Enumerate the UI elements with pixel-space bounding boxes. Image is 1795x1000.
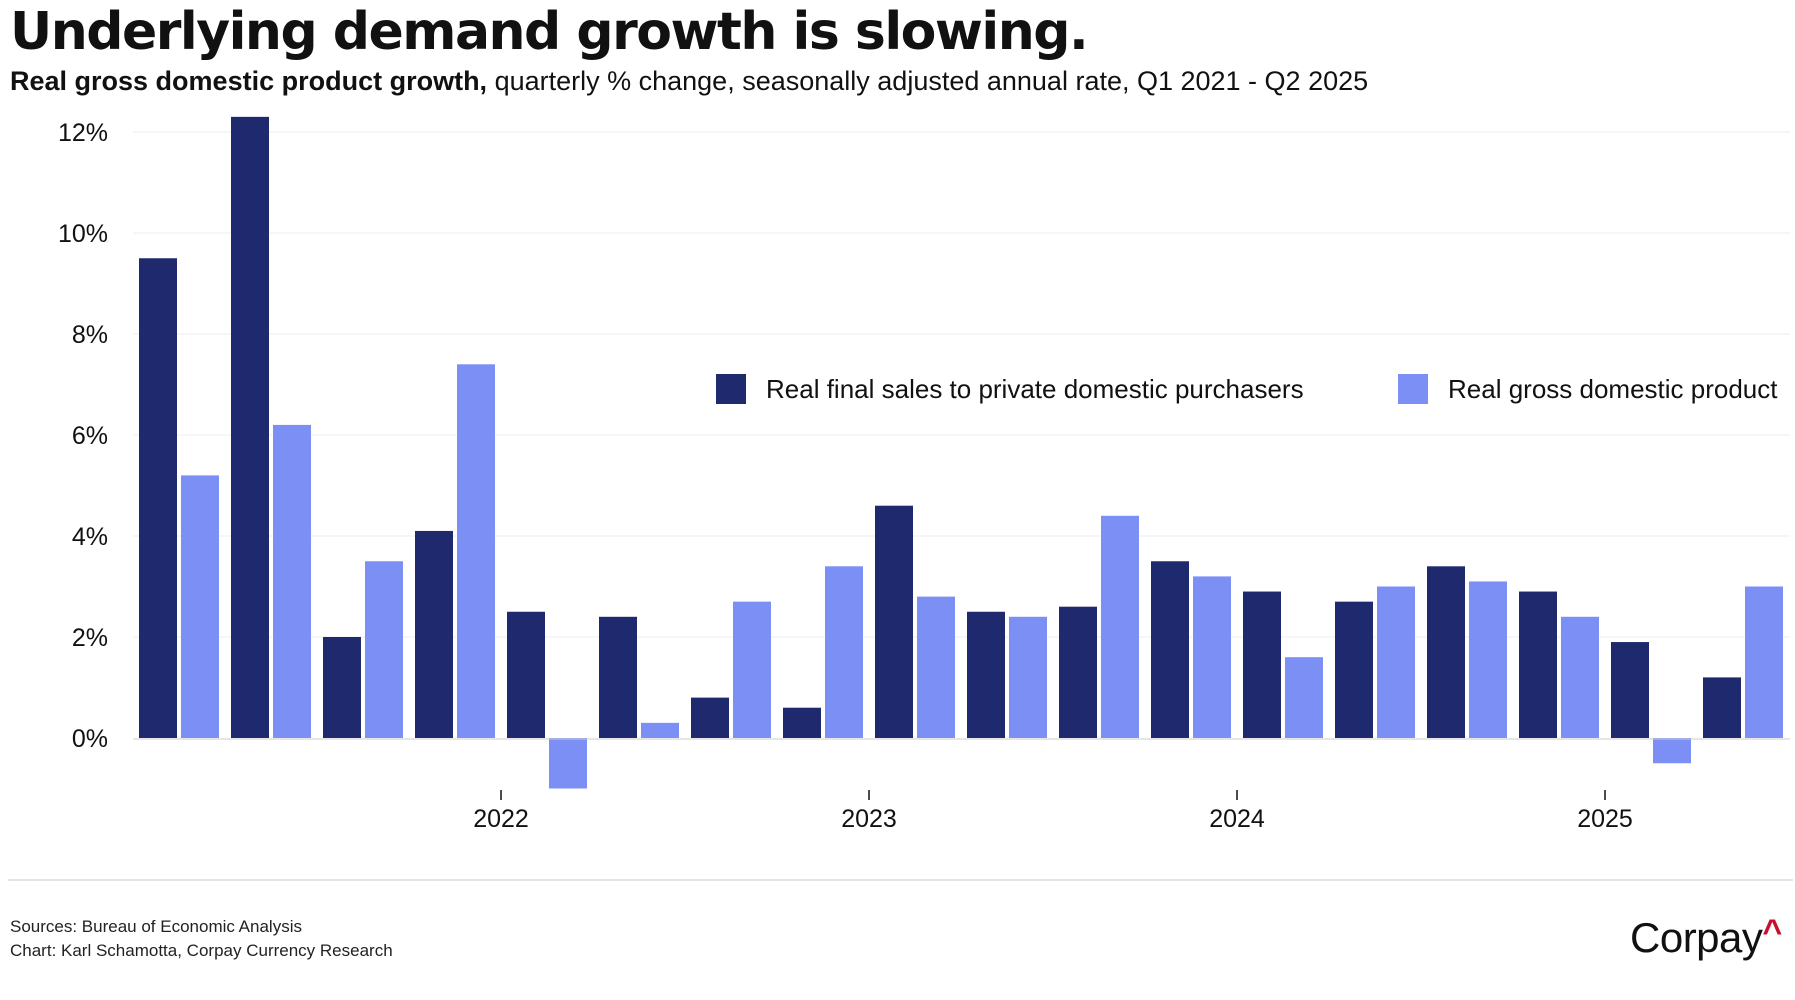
bar-final-sales [1519,591,1557,738]
sources-text: Sources: Bureau of Economic Analysis [10,917,302,936]
grid-lines [133,131,1790,638]
bar-final-sales [691,697,729,738]
bar-final-sales [1151,561,1189,738]
footer-sources: Sources: Bureau of Economic Analysis Cha… [10,915,393,963]
bar-final-sales [1703,677,1741,738]
bar-chart: 0% 2% 4% 6% 8% 10% 12% 2022 2023 2024 2025 Real f… [58,116,1790,833]
bar-gdp [273,424,311,738]
legend: Real final sales to private domestic pur… [716,374,1778,404]
x-tick-label: 2022 [473,805,529,833]
bars [139,116,1783,789]
bar-final-sales [415,530,453,738]
bar-final-sales [323,637,361,738]
y-tick-label: 8% [72,321,108,349]
footer-divider [8,879,1793,881]
bar-gdp [1285,657,1323,738]
bar-gdp [825,566,863,738]
y-axis-ticks: 0% 2% 4% 6% 8% 10% 12% [58,119,108,753]
bar-gdp [1745,586,1783,738]
bar-final-sales [599,616,637,738]
x-tick-label: 2025 [1577,805,1633,833]
legend-swatch [716,374,746,404]
corpay-logo: Corpay^ [1630,913,1782,962]
x-tick-label: 2024 [1209,805,1265,833]
chart-subtitle: Real gross domestic product growth, quar… [10,64,1368,98]
chart-title: Underlying demand growth is slowing. [10,2,1089,62]
legend-swatch [1398,374,1428,404]
bar-final-sales [1243,591,1281,738]
x-axis-ticks: 2022 2023 2024 2025 [473,790,1633,833]
bar-final-sales [783,707,821,738]
bar-final-sales [1427,566,1465,738]
bar-gdp [457,364,495,738]
y-tick-label: 2% [72,624,108,652]
bar-gdp [181,475,219,738]
bar-final-sales [139,258,177,738]
bar-final-sales [875,505,913,738]
credit-text: Chart: Karl Schamotta, Corpay Currency R… [10,941,393,960]
bar-gdp [1193,576,1231,738]
bar-gdp [1469,581,1507,738]
bar-gdp [1653,738,1691,764]
bar-gdp [1377,586,1415,738]
subtitle-rest: quarterly % change, seasonally adjusted … [487,66,1369,96]
y-tick-label: 0% [72,725,108,753]
y-tick-label: 10% [58,220,108,248]
bar-gdp [1009,616,1047,738]
bar-final-sales [1611,642,1649,738]
bar-final-sales [231,116,269,739]
bar-final-sales [967,611,1005,738]
bar-final-sales [1335,601,1373,738]
legend-label: Real gross domestic product [1448,374,1778,404]
legend-label: Real final sales to private domestic pur… [766,374,1304,404]
brand-name: Corpay [1630,914,1763,961]
bar-gdp [1101,515,1139,738]
bar-final-sales [507,611,545,738]
bar-gdp [365,561,403,738]
y-tick-label: 6% [72,422,108,450]
y-tick-label: 4% [72,523,108,551]
bar-gdp [917,596,955,738]
y-tick-label: 12% [58,119,108,147]
bar-gdp [1561,616,1599,738]
bar-final-sales [1059,606,1097,738]
x-tick-label: 2023 [841,805,897,833]
bar-gdp [641,722,679,738]
bar-gdp [733,601,771,738]
bar-gdp [549,738,587,789]
subtitle-bold: Real gross domestic product growth, [10,66,488,96]
brand-caret-mark: ^ [1762,913,1782,951]
